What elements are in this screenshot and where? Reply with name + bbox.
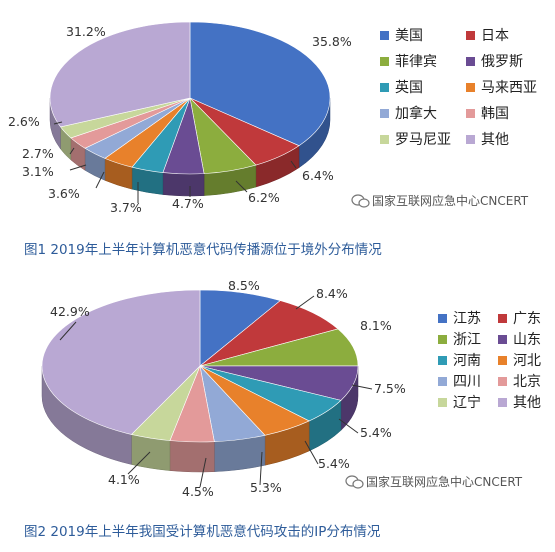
legend-swatch-9 bbox=[380, 135, 389, 144]
value-label-6: 3.6% bbox=[48, 186, 80, 201]
value-label-5: 3.7% bbox=[110, 200, 142, 215]
legend-label-9: 辽宁 bbox=[453, 394, 481, 411]
wechat-icon bbox=[345, 475, 364, 489]
legend-swatch-3 bbox=[438, 335, 447, 344]
legend-label-4: 俄罗斯 bbox=[481, 54, 523, 70]
wechat-icon bbox=[351, 194, 370, 208]
chart-2: 8.5% 8.4% 8.1% 7.5% 5.4% 5.4% 5.3% 4.5% 4.1% 42.9… bbox=[41, 278, 541, 499]
pie-side-8 bbox=[169, 440, 215, 473]
legend-label-1: 江苏 bbox=[453, 311, 481, 327]
value-label-10: 42.9% bbox=[50, 304, 90, 319]
value-label-3: 6.2% bbox=[248, 190, 280, 205]
legend-label-10: 其他 bbox=[513, 395, 541, 411]
legend-label-8: 北京 bbox=[513, 374, 541, 390]
value-label-4: 7.5% bbox=[374, 381, 406, 396]
leader-line-7 bbox=[259, 451, 263, 486]
leader-line-10 bbox=[59, 321, 77, 341]
legend-swatch-9 bbox=[438, 398, 447, 407]
legend-swatch-3 bbox=[380, 57, 389, 66]
watermark-text: 国家互联网应急中心CNCERT bbox=[372, 193, 529, 208]
legend-swatch-4 bbox=[498, 335, 507, 344]
watermark-1: 国家互联网应急中心CNCERT bbox=[351, 193, 529, 208]
value-label-6: 5.4% bbox=[318, 456, 350, 471]
legend-label-6: 河北 bbox=[513, 353, 541, 369]
legend-swatch-10 bbox=[498, 398, 507, 407]
value-label-8: 2.7% bbox=[22, 146, 54, 161]
caption-2: 图2 2019年上半年我国受计算机恶意代码攻击的IP分布情况 bbox=[24, 523, 381, 540]
chart-1: 35.8% 6.4% 6.2% 4.7% 3.7% 3.6% 3.1% 2.7% 2.6% 31.… bbox=[8, 21, 537, 215]
legend-label-8: 韩国 bbox=[481, 106, 509, 122]
legend-label-4: 山东 bbox=[513, 332, 541, 348]
legend-label-3: 菲律宾 bbox=[395, 54, 437, 70]
value-label-4: 4.7% bbox=[172, 196, 204, 211]
legend-swatch-2 bbox=[466, 31, 475, 40]
legend-label-6: 马来西亚 bbox=[481, 80, 537, 96]
pie-slice-10 bbox=[41, 289, 201, 435]
value-label-5: 5.4% bbox=[360, 425, 392, 440]
pie-slices bbox=[49, 21, 331, 175]
value-label-8: 4.5% bbox=[182, 484, 214, 499]
value-label-1: 35.8% bbox=[312, 34, 352, 49]
pie-side-4 bbox=[162, 172, 205, 197]
legend-label-1: 美国 bbox=[395, 28, 423, 44]
legend-swatch-8 bbox=[498, 377, 507, 386]
legend-swatch-6 bbox=[498, 356, 507, 365]
leader-line-9 bbox=[127, 451, 151, 475]
value-label-7: 5.3% bbox=[250, 480, 282, 495]
legend-label-2: 广东 bbox=[513, 311, 541, 327]
legend-label-3: 浙江 bbox=[453, 332, 481, 348]
legend-label-10: 其他 bbox=[481, 132, 509, 148]
legend-swatch-5 bbox=[380, 83, 389, 92]
leader-line-6 bbox=[95, 171, 105, 189]
legend-swatch-1 bbox=[438, 314, 447, 323]
legend-swatch-5 bbox=[438, 356, 447, 365]
value-label-10: 31.2% bbox=[66, 24, 106, 39]
pie-sides bbox=[41, 365, 359, 473]
caption-1: 图1 2019年上半年计算机恶意代码传播源位于境外分布情况 bbox=[24, 241, 382, 258]
legend-swatch-4 bbox=[466, 57, 475, 66]
leader-line-8 bbox=[69, 147, 75, 155]
legend-swatch-6 bbox=[466, 83, 475, 92]
value-label-2: 6.4% bbox=[302, 168, 334, 183]
leader-line-9 bbox=[53, 121, 63, 125]
leader-line-8 bbox=[199, 457, 207, 488]
legend-label-7: 四川 bbox=[453, 374, 481, 390]
value-label-1: 8.5% bbox=[228, 278, 260, 293]
value-label-3: 8.1% bbox=[360, 318, 392, 333]
legend-swatch-1 bbox=[380, 31, 389, 40]
pie-value-labels: 8.5% 8.4% 8.1% 7.5% 5.4% 5.4% 5.3% 4.5% 4.1% 42.9… bbox=[50, 278, 406, 499]
legend-swatch-10 bbox=[466, 135, 475, 144]
leader-line-3 bbox=[235, 180, 248, 193]
leader-line-4 bbox=[351, 384, 373, 390]
legend-label-7: 加拿大 bbox=[395, 105, 437, 122]
pie-value-labels: 35.8% 6.4% 6.2% 4.7% 3.7% 3.6% 3.1% 2.7% 2.6% 31.… bbox=[8, 24, 352, 215]
legend-swatch-7 bbox=[438, 377, 447, 386]
leader-line-6 bbox=[304, 440, 319, 465]
legend-label-9: 罗马尼亚 bbox=[395, 132, 451, 148]
pie-slices bbox=[41, 289, 359, 443]
pie-slice-10 bbox=[49, 21, 191, 128]
legend-label-2: 日本 bbox=[481, 28, 509, 44]
pie-slice-1 bbox=[189, 21, 331, 147]
leader-line-2 bbox=[295, 295, 315, 310]
value-label-9: 4.1% bbox=[108, 472, 140, 487]
leader-line-5 bbox=[338, 418, 359, 434]
legend-label-5: 河南 bbox=[453, 353, 481, 369]
legend-swatch-7 bbox=[380, 109, 389, 118]
legend-swatch-8 bbox=[466, 109, 475, 118]
pie-slice-1 bbox=[199, 289, 281, 367]
watermark-text: 国家互联网应急中心CNCERT bbox=[366, 474, 523, 489]
watermark-2: 国家互联网应急中心CNCERT bbox=[345, 474, 523, 489]
leader-line-2 bbox=[290, 160, 297, 169]
value-label-2: 8.4% bbox=[316, 286, 348, 301]
value-label-9: 2.6% bbox=[8, 114, 40, 129]
leader-line-7 bbox=[69, 164, 87, 171]
value-label-7: 3.1% bbox=[22, 164, 54, 179]
legend-swatch-2 bbox=[498, 314, 507, 323]
legend-label-5: 英国 bbox=[395, 79, 423, 96]
